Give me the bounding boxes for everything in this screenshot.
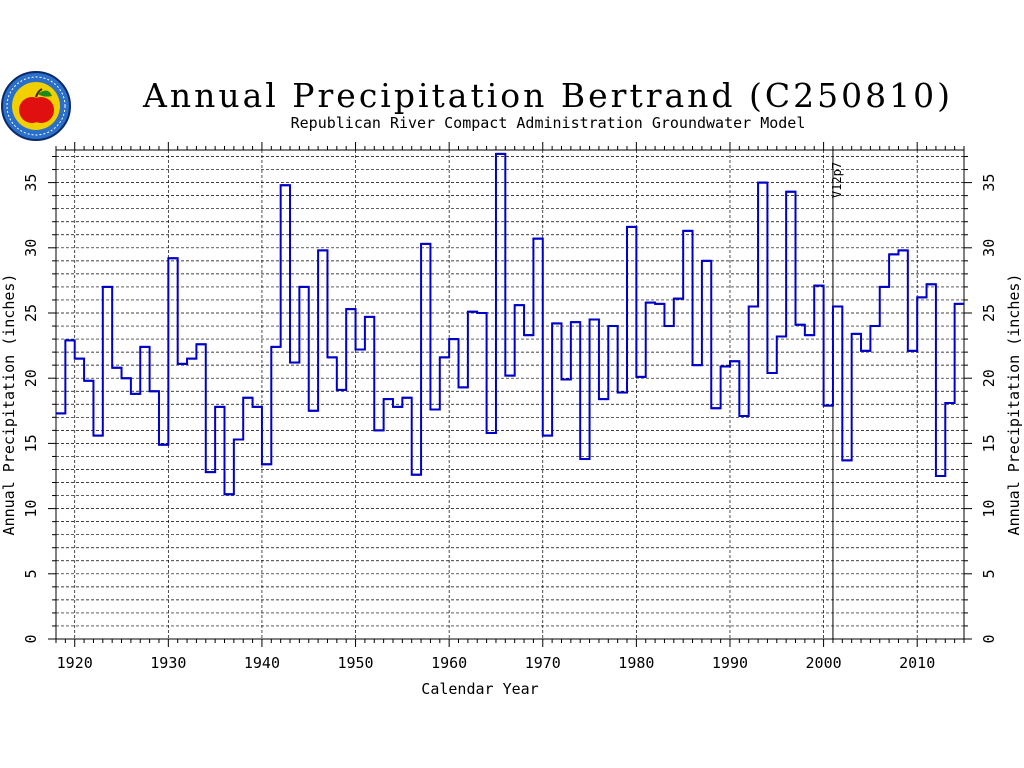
x-tick-label: 1970: [525, 654, 561, 672]
x-tick-label: 2000: [806, 654, 842, 672]
axes: [48, 142, 972, 647]
x-tick-label: 1950: [337, 654, 373, 672]
x-tick-label: 1920: [57, 654, 93, 672]
x-tick-label: 1960: [431, 654, 467, 672]
y-tick-label-left: 0: [22, 634, 40, 643]
y-tick-label-left: 35: [22, 174, 40, 192]
precipitation-series: [56, 152, 964, 496]
x-tick-label: 1990: [712, 654, 748, 672]
x-tick-label: 2010: [899, 654, 935, 672]
y-tick-label-right: 15: [980, 434, 998, 452]
x-axis-label: Calendar Year: [421, 680, 538, 698]
y-tick-label-right: 20: [980, 369, 998, 387]
x-tick-label: 1980: [618, 654, 654, 672]
chart-subtitle: Republican River Compact Administration …: [291, 114, 806, 132]
tick-labels: 1920 1930 1940 1950 1960 1970 1980 1990 2000 2010…: [22, 174, 998, 672]
y-tick-label-right: 25: [980, 304, 998, 322]
y-tick-label-right: 30: [980, 239, 998, 257]
x-tick-label: 1930: [150, 654, 186, 672]
version-marker-label: V12p7: [830, 162, 844, 198]
y-tick-label-left: 25: [22, 304, 40, 322]
apple-seal-icon: [1, 71, 71, 141]
y-tick-label-right: 5: [980, 569, 998, 578]
y-tick-label-right: 10: [980, 500, 998, 518]
grid-lines: [56, 150, 964, 639]
y-tick-label-left: 30: [22, 239, 40, 257]
y-axis-label-left: Annual Precipitation (inches): [0, 274, 18, 536]
y-tick-label-left: 15: [22, 434, 40, 452]
y-tick-label-right: 0: [980, 634, 998, 643]
x-tick-label: 1940: [244, 654, 280, 672]
chart-title: Annual Precipitation Bertrand (C250810): [142, 76, 953, 115]
y-tick-label-left: 20: [22, 369, 40, 387]
y-tick-label-left: 5: [22, 569, 40, 578]
y-axis-label-right: Annual Precipitation (inches): [1005, 274, 1023, 536]
y-tick-label-right: 35: [980, 174, 998, 192]
plot-frame: [55, 149, 965, 640]
y-tick-label-left: 10: [22, 500, 40, 518]
